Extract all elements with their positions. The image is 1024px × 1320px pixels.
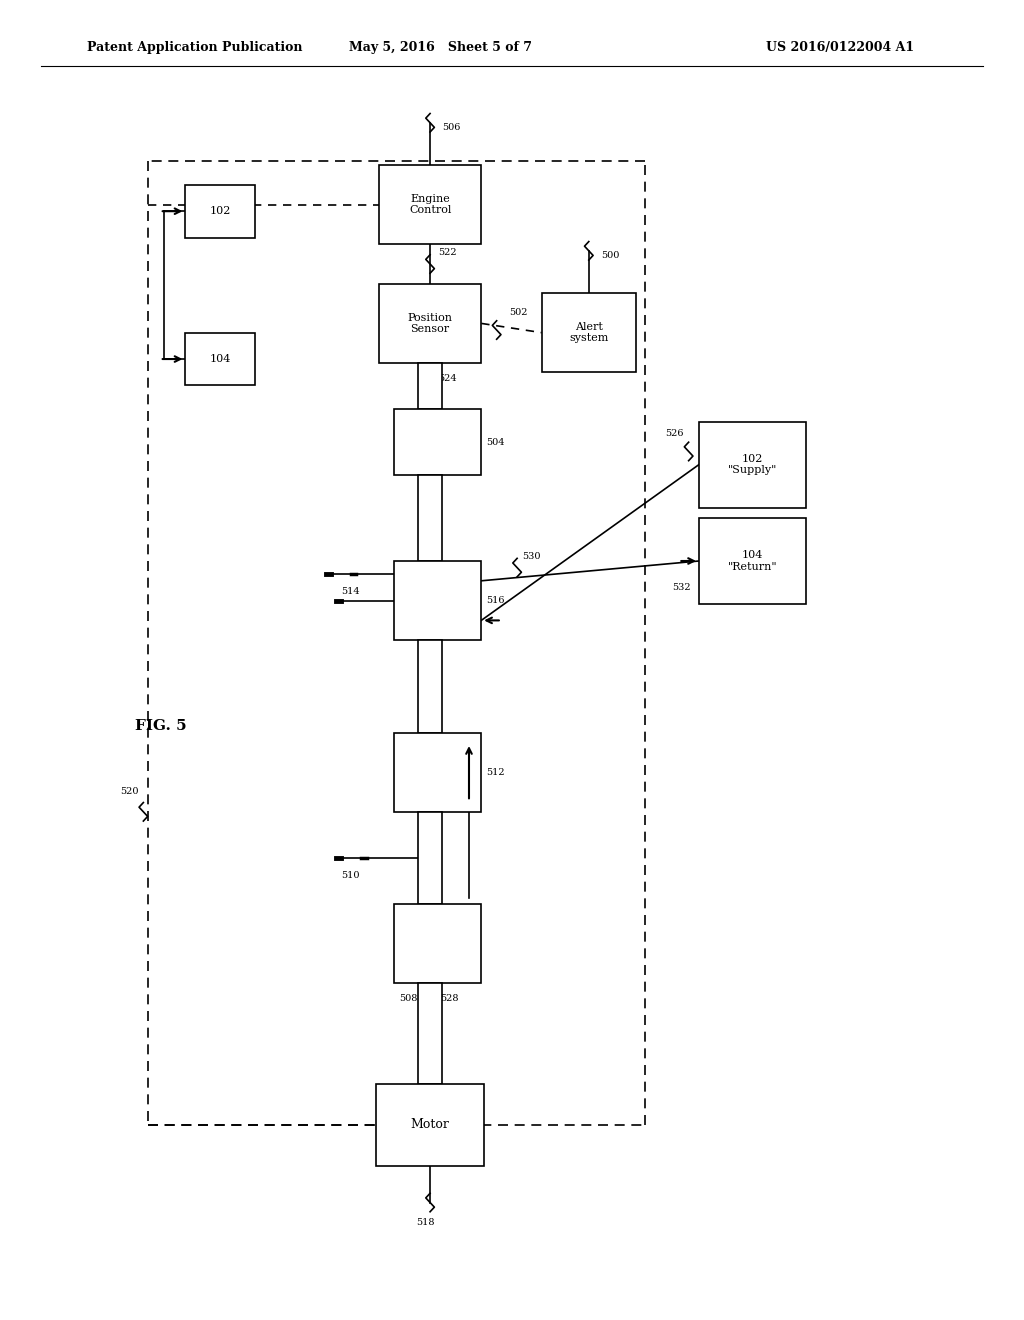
Text: May 5, 2016   Sheet 5 of 7: May 5, 2016 Sheet 5 of 7 — [349, 41, 531, 54]
Bar — [418, 640, 442, 733]
Text: 502: 502 — [509, 308, 527, 317]
Text: 530: 530 — [522, 552, 541, 561]
Bar — [185, 185, 255, 238]
Text: US 2016/0122004 A1: US 2016/0122004 A1 — [766, 41, 913, 54]
Text: 532: 532 — [672, 583, 690, 591]
Text: Position
Sensor: Position Sensor — [408, 313, 453, 334]
Text: FIG. 5: FIG. 5 — [135, 719, 186, 733]
Bar — [394, 409, 481, 475]
Bar — [418, 363, 442, 409]
Text: 102: 102 — [210, 206, 230, 216]
Text: 508: 508 — [399, 994, 418, 1003]
Text: 500: 500 — [601, 251, 620, 260]
Bar — [542, 293, 636, 372]
Text: 526: 526 — [665, 429, 684, 438]
Bar — [379, 165, 481, 244]
Text: 104
"Return": 104 "Return" — [728, 550, 777, 572]
Bar — [377, 1084, 483, 1166]
Text: Patent Application Publication: Patent Application Publication — [87, 41, 302, 54]
Bar — [394, 561, 481, 640]
Bar — [418, 983, 442, 1084]
Bar — [698, 519, 807, 605]
Bar — [379, 284, 481, 363]
Bar — [418, 812, 442, 904]
Text: 522: 522 — [438, 248, 457, 257]
Text: 504: 504 — [486, 438, 505, 446]
Text: Motor: Motor — [411, 1118, 450, 1131]
Text: 510: 510 — [341, 871, 359, 880]
Text: 104: 104 — [210, 354, 230, 364]
Text: 516: 516 — [486, 597, 505, 605]
Text: 524: 524 — [438, 374, 457, 383]
Text: 518: 518 — [416, 1218, 434, 1228]
Text: 520: 520 — [120, 787, 138, 796]
Bar — [185, 333, 255, 385]
Text: 102
"Supply": 102 "Supply" — [728, 454, 777, 475]
Text: 514: 514 — [341, 587, 359, 597]
Text: 506: 506 — [442, 123, 461, 132]
Bar — [394, 733, 481, 812]
Text: 528: 528 — [440, 994, 459, 1003]
Text: 512: 512 — [486, 768, 505, 776]
Text: Engine
Control: Engine Control — [409, 194, 452, 215]
Bar — [418, 475, 442, 561]
Bar — [394, 904, 481, 983]
Text: Alert
system: Alert system — [569, 322, 608, 343]
Bar — [698, 421, 807, 507]
